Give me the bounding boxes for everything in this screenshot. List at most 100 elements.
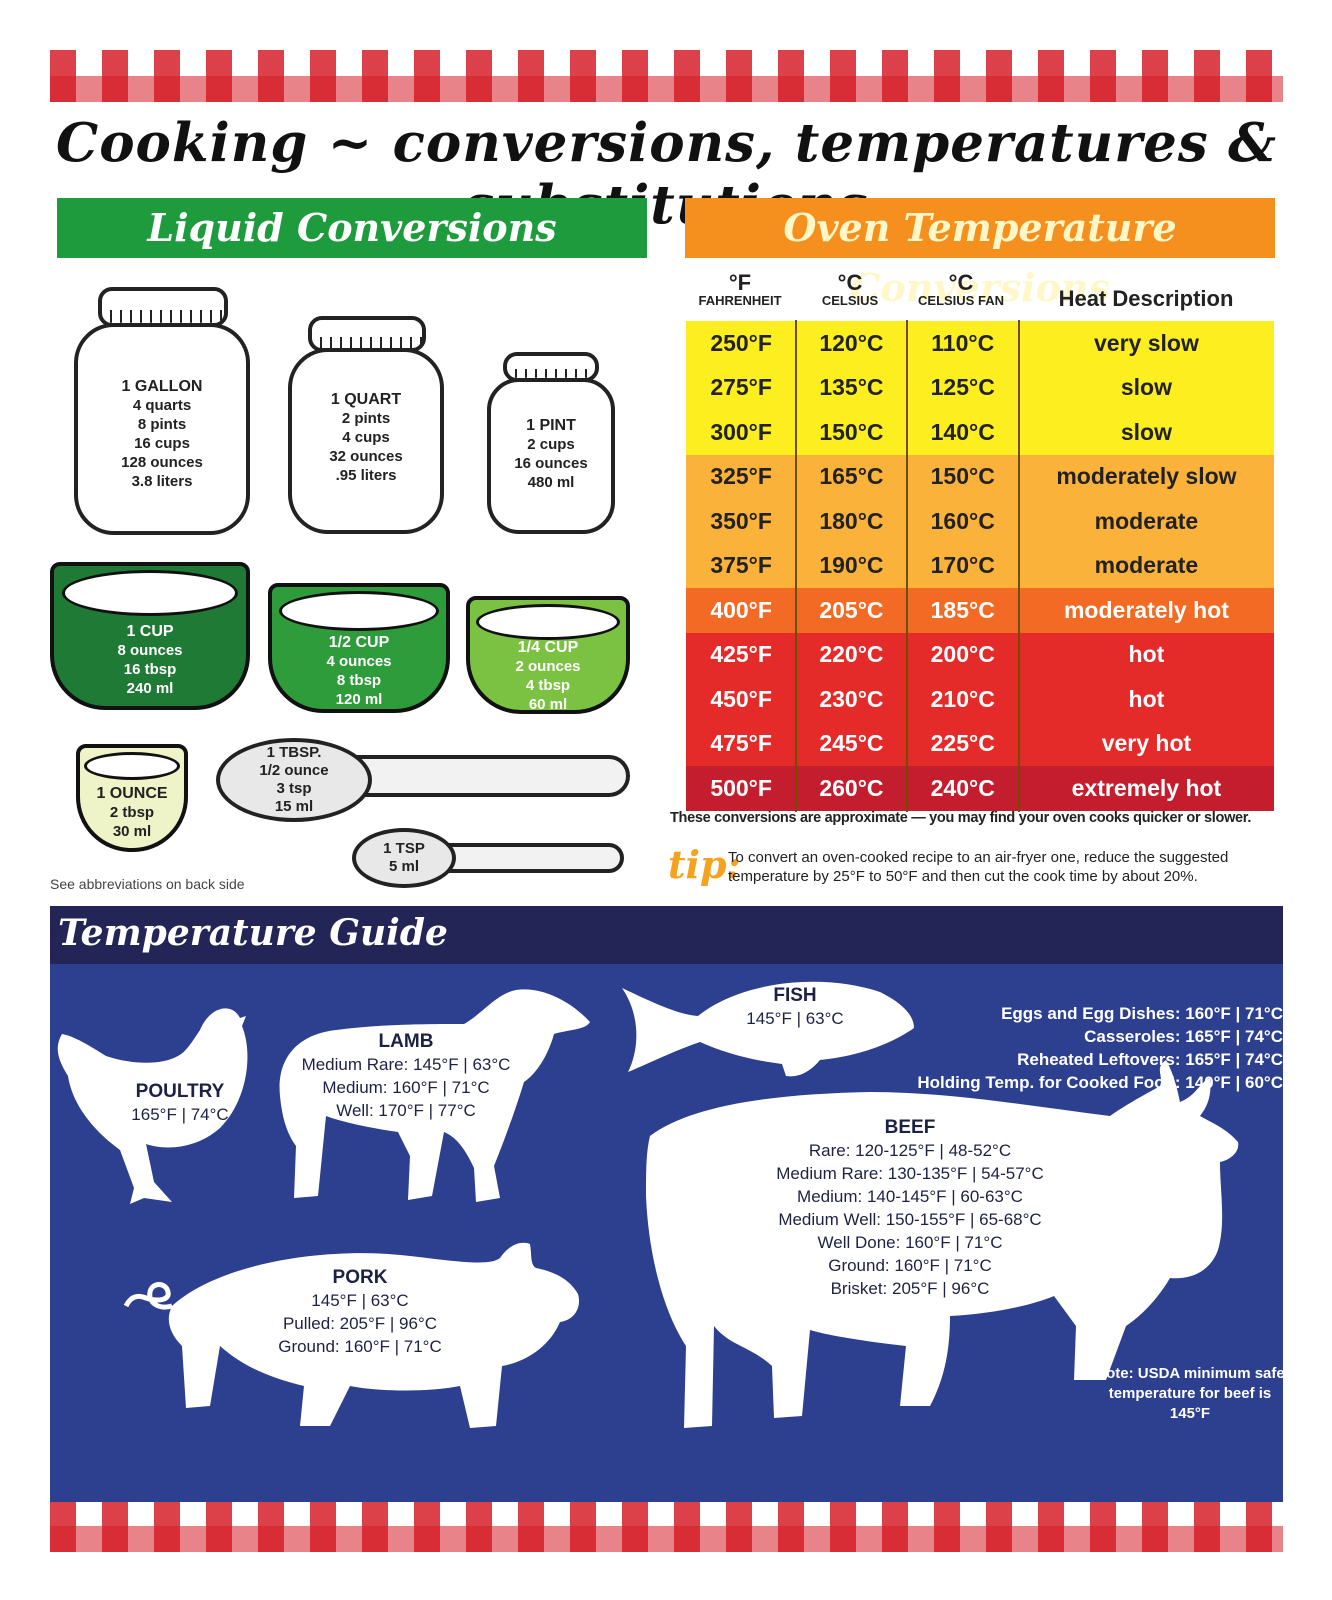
- pork-label: PORK: [332, 1267, 388, 1288]
- pint-line: 480 ml: [527, 474, 575, 491]
- heat-description-cell: moderately slow: [1056, 463, 1237, 490]
- celsius-fan-cell: 170°C: [906, 543, 1020, 588]
- oven-table-header: °F FAHRENHEIT °C CELSIUS °C CELSIUS FAN Hea…: [685, 262, 1275, 318]
- one-cup-line: 240 ml: [126, 680, 174, 697]
- celsius-fan-cell: 150°C: [906, 454, 1020, 499]
- heat-description-cell: slow: [1120, 418, 1172, 445]
- tablespoon-line: 3 tsp: [276, 780, 312, 797]
- oven-row: 475°F 245°C 225°C very hot: [686, 721, 1274, 766]
- tablespoon-label: 1 TBSP.: [266, 744, 322, 761]
- fahrenheit-cell: 275°F: [686, 365, 798, 410]
- beef-line: Rare: 120-125°F | 48-52°C: [808, 1141, 1012, 1160]
- heat-description-cell: extremely hot: [1071, 774, 1222, 801]
- fahrenheit-cell: 475°F: [686, 721, 798, 766]
- heat-description-cell: very slow: [1094, 329, 1199, 356]
- cow-icon: [646, 1060, 1239, 1428]
- oven-row: 500°F 260°C 240°C extremely hot: [686, 766, 1274, 811]
- heat-description-cell: moderately hot: [1063, 596, 1229, 623]
- one-ounce-line: 2 tbsp: [109, 804, 155, 821]
- celsius-cell: 260°C: [796, 766, 908, 811]
- teaspoon-label: 1 TSP: [383, 840, 425, 857]
- pint-label: 1 PINT: [526, 417, 576, 434]
- pint-line: 2 cups: [527, 436, 575, 453]
- celsius-fan-cell: 185°C: [906, 588, 1020, 633]
- tablespoon-line: 1/2 ounce: [259, 762, 329, 779]
- animal-silhouettes: [57, 981, 1239, 1428]
- half-cup-line: 8 tbsp: [336, 672, 382, 689]
- holding-temp: Holding Temp. for Cooked Food: 140°F | 6…: [917, 1073, 1283, 1092]
- oven-row: 325°F 165°C 150°C moderately slow: [686, 454, 1274, 499]
- quarter-cup-line: 2 ounces: [515, 658, 581, 675]
- gallon-jar: 1 GALLON 4 quarts 8 pints 16 cups 128 ou…: [74, 323, 250, 535]
- beef-label: BEEF: [884, 1117, 936, 1138]
- celsius-fan-cell: 200°C: [906, 632, 1020, 677]
- gallon-line: 3.8 liters: [131, 473, 193, 490]
- pint-jar: 1 PINT 2 cups 16 ounces 480 ml: [487, 378, 615, 534]
- quarter-cup-measure: 1/4 CUP 2 ounces 4 tbsp 60 ml: [466, 596, 630, 714]
- fahrenheit-cell: 250°F: [686, 321, 798, 366]
- celsius-cell: 150°C: [796, 410, 908, 455]
- lamb-line: Medium: 160°F | 71°C: [322, 1078, 490, 1097]
- header-fahrenheit: °F FAHRENHEIT: [698, 270, 782, 308]
- one-cup-measure: 1 CUP 8 ounces 16 tbsp 240 ml: [50, 562, 250, 710]
- header-heat-description: Heat Description: [1058, 286, 1234, 311]
- beef-temps: BEEF Rare: 120-125°F | 48-52°C Medium Ra…: [750, 1116, 1070, 1300]
- quart-jar-lid: [308, 316, 426, 352]
- heat-description-cell: hot: [1128, 685, 1165, 712]
- celsius-fan-cell: 225°C: [906, 721, 1020, 766]
- pig-icon: [168, 1242, 580, 1428]
- approximate-note: These conversions are approximate — you …: [670, 810, 1252, 826]
- heat-description-cell: slow: [1120, 374, 1172, 401]
- other-foods-temps: Eggs and Egg Dishes: 160°F | 71°C Casser…: [893, 1002, 1283, 1094]
- celsius-fan-cell: 110°C: [906, 321, 1020, 366]
- tablespoon-line: 15 ml: [274, 798, 314, 815]
- quart-label: 1 QUART: [330, 391, 402, 408]
- celsius-fan-cell: 160°C: [906, 499, 1020, 544]
- tip-label: tip:: [668, 842, 741, 887]
- leftovers-temp: Reheated Leftovers: 165°F | 74°C: [1017, 1050, 1283, 1069]
- pork-line: 145°F | 63°C: [311, 1291, 409, 1310]
- pint-line: 16 ounces: [514, 455, 588, 472]
- oven-row: 400°F 205°C 185°C moderately hot: [686, 588, 1274, 633]
- teaspoon-handle: [420, 843, 624, 873]
- quart-line: 4 cups: [342, 429, 390, 446]
- gallon-line: 4 quarts: [132, 397, 192, 414]
- lamb-line: Medium Rare: 145°F | 63°C: [301, 1055, 511, 1074]
- fahrenheit-cell: 425°F: [686, 632, 798, 677]
- gallon-label: 1 GALLON: [121, 378, 203, 395]
- quart-line: .95 liters: [335, 467, 397, 484]
- tablespoon-handle: [330, 755, 630, 797]
- celsius-fan-cell: 210°C: [906, 677, 1020, 722]
- gallon-line: 8 pints: [137, 416, 187, 433]
- oven-row: 250°F 120°C 110°C very slow: [686, 321, 1274, 366]
- heat-description-cell: moderate: [1094, 507, 1199, 534]
- liquid-conversions-heading: Liquid Conversions: [57, 198, 647, 258]
- pork-line: Ground: 160°F | 71°C: [278, 1337, 442, 1356]
- beef-line: Medium Well: 150-155°F | 65-68°C: [778, 1210, 1042, 1229]
- half-cup-label: 1/2 CUP: [328, 634, 390, 651]
- gallon-jar-lid: [98, 287, 228, 327]
- teaspoon: 1 TSP 5 ml: [352, 828, 456, 888]
- quarter-cup-line: 60 ml: [528, 696, 568, 713]
- celsius-cell: 120°C: [796, 321, 908, 366]
- quarter-cup-line: 4 tbsp: [525, 677, 571, 694]
- gallon-line: 128 ounces: [121, 454, 203, 471]
- gingham-border-top: [50, 50, 1283, 102]
- header-celsius-fan: °C CELSIUS FAN: [918, 270, 1004, 308]
- quart-line: 2 pints: [341, 410, 391, 427]
- celsius-cell: 190°C: [796, 543, 908, 588]
- fahrenheit-cell: 300°F: [686, 410, 798, 455]
- celsius-cell: 205°C: [796, 588, 908, 633]
- quart-line: 32 ounces: [329, 448, 403, 465]
- lamb-temps: LAMB Medium Rare: 145°F | 63°C Medium: 1…: [286, 1030, 526, 1122]
- heat-description-cell: moderate: [1094, 552, 1199, 579]
- oven-row: 275°F 135°C 125°C slow: [686, 365, 1274, 410]
- pork-line: Pulled: 205°F | 96°C: [282, 1314, 438, 1333]
- celsius-cell: 245°C: [796, 721, 908, 766]
- quarter-cup-label: 1/4 CUP: [517, 639, 579, 656]
- oven-row: 300°F 150°C 140°C slow: [686, 410, 1274, 455]
- beef-line: Brisket: 205°F | 96°C: [830, 1279, 990, 1298]
- temperature-guide-panel: Temperature Guide POULTRY 165°F | 74°C L…: [50, 906, 1283, 1502]
- oven-temperature-table: 250°F 120°C 110°C very slow 275°F 135°C 125°C s…: [685, 320, 1275, 812]
- beef-line: Ground: 160°F | 71°C: [828, 1256, 992, 1275]
